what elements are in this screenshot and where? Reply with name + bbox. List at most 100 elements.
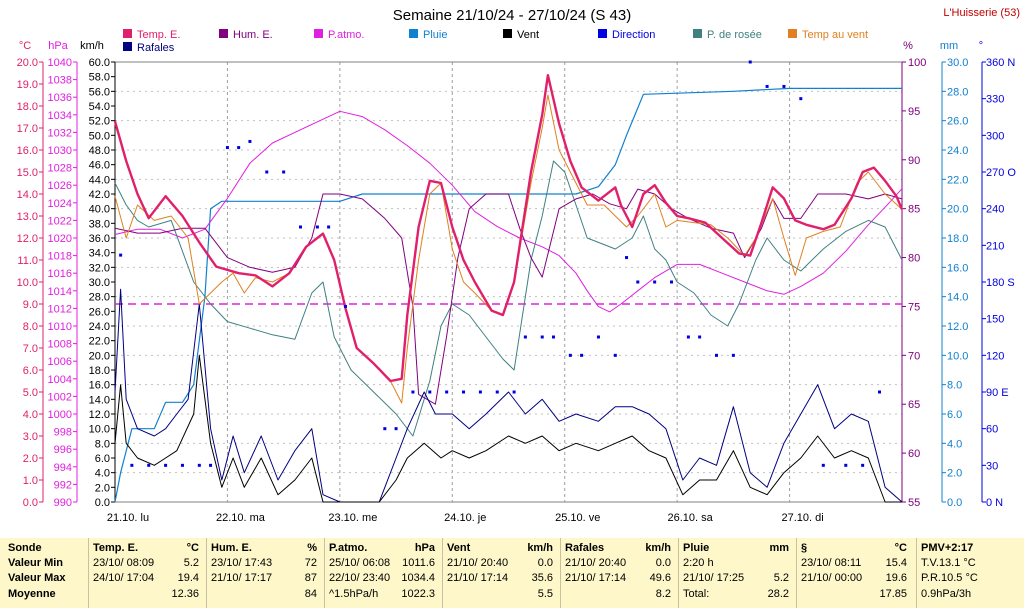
legend-label: Temp au vent — [802, 29, 868, 41]
stats-cell-date: 25/10/ 06:08 — [329, 557, 391, 569]
stats-column-name: Vent — [447, 542, 471, 554]
legend-label: Rafales — [137, 42, 175, 54]
series-point-direction — [164, 463, 168, 467]
wind-axis-label: 54.0 — [89, 101, 110, 113]
temp-axis-label: 0.0 — [23, 497, 38, 509]
direction-axis-label: 90 E — [986, 387, 1009, 399]
temp-axis-label: 1.0 — [23, 475, 38, 487]
series-point-direction — [327, 225, 331, 229]
wind-axis-label: 56.0 — [89, 86, 110, 98]
pressure-axis-label: 1036 — [48, 92, 72, 104]
legend-label: P. de rosée — [707, 29, 762, 41]
chart-title: Semaine 21/10/24 - 27/10/24 (S 43) — [393, 7, 632, 24]
pressure-axis-label: 1024 — [48, 198, 72, 210]
series-point-direction — [844, 463, 848, 467]
series-point-direction — [765, 84, 769, 88]
series-point-direction — [698, 335, 702, 339]
stats-cell-date: 21/10/ 17:14 — [565, 572, 627, 584]
series-line-p-atmo — [114, 110, 903, 313]
pressure-axis-label: 1030 — [48, 145, 72, 157]
series-point-direction — [625, 256, 629, 260]
stats-cell-value: 1034.4 — [401, 572, 435, 584]
axis-unit: ° — [979, 40, 983, 52]
stats-column-unit: km/h — [527, 542, 553, 554]
series-point-direction — [343, 304, 347, 308]
stats-column-name: Rafales — [565, 542, 605, 554]
stats-row-label: Valeur Min — [8, 557, 64, 569]
humidity-axis-label: 100 — [908, 57, 926, 69]
legend-swatch — [598, 29, 607, 38]
pressure-axis-label: 992 — [54, 479, 72, 491]
series-point-direction — [180, 463, 184, 467]
series-point-direction — [551, 335, 555, 339]
stats-column: Pluie mm 2:20 h 21/10/ 17:25 5.2 Total: 28.2 — [678, 538, 795, 608]
series-point-direction — [878, 390, 882, 394]
direction-axis-label: 210 — [986, 240, 1004, 252]
stats-cell-value: 28.2 — [767, 588, 789, 600]
wind-axis-label: 2.0 — [95, 482, 110, 494]
legend-swatch — [219, 29, 228, 38]
legend-swatch — [693, 29, 702, 38]
stats-cell-value: 19.6 — [885, 572, 907, 584]
direction-axis-label: 0 N — [986, 497, 1003, 509]
series-point-direction — [782, 84, 786, 88]
day-label: 25.10. ve — [555, 512, 600, 524]
humidity-axis-label: 60 — [908, 448, 920, 460]
stats-cell-date: 23/10/ 08:09 — [93, 557, 155, 569]
rain-axis-label: 22.0 — [947, 174, 968, 186]
series-point-direction — [686, 335, 690, 339]
series-point-direction — [748, 60, 752, 64]
direction-axis-label: 330 — [986, 94, 1004, 106]
temp-axis-label: 5.0 — [23, 387, 38, 399]
rain-axis-label: 28.0 — [947, 86, 968, 98]
series-point-direction — [512, 390, 516, 394]
humidity-axis-label: 90 — [908, 155, 920, 167]
wind-axis-label: 4.0 — [95, 468, 110, 480]
wind-axis-label: 28.0 — [89, 292, 110, 304]
pmv-title: PMV+2:17 — [921, 542, 974, 554]
direction-axis-label: 120 — [986, 350, 1004, 362]
wind-axis-label: 20.0 — [89, 350, 110, 362]
rain-axis-label: 0.0 — [947, 497, 962, 509]
stats-cell-value: 5.5 — [537, 588, 553, 600]
direction-axis-label: 240 — [986, 204, 1004, 216]
series-point-direction — [299, 225, 303, 229]
stats-cell-value: 0.0 — [655, 557, 671, 569]
direction-axis-label: 150 — [986, 314, 1004, 326]
axis-unit: % — [903, 40, 913, 52]
stats-cell-date: ^1.5hPa/h — [329, 588, 379, 600]
chart-axes: 0.0 1.0 2.0 3.0 4.0 5.0 6.0 7.0 8.0 9.0 10.0 11.0 12… — [17, 57, 1017, 509]
chart-legend: Temp. E. Hum. E. P.atmo. Pluie Vent Direction… — [123, 29, 868, 54]
temp-axis-label: 12.0 — [17, 233, 38, 245]
stats-column: P.atmo. hPa 25/10/ 06:08 1011.6 22/10/ 23:40… — [324, 538, 441, 608]
temp-axis-label: 16.0 — [17, 145, 38, 157]
stats-cell-value: 49.6 — [649, 572, 671, 584]
wind-axis-label: 18.0 — [89, 365, 110, 377]
temp-axis-label: 14.0 — [17, 189, 38, 201]
series-point-direction — [799, 97, 803, 101]
legend-swatch — [123, 42, 132, 51]
pressure-axis-label: 1026 — [48, 180, 72, 192]
legend-swatch — [788, 29, 797, 38]
series-point-direction — [568, 353, 572, 357]
series-point-direction — [670, 280, 674, 284]
stats-column-unit: % — [307, 542, 317, 554]
axis-units: °C hPa km/h% mm ° — [19, 40, 983, 52]
series-point-direction — [653, 280, 657, 284]
series-point-direction — [861, 463, 865, 467]
humidity-axis-label: 80 — [908, 253, 920, 265]
stats-cell-value: 15.4 — [885, 557, 907, 569]
legend-label: Temp. E. — [137, 29, 180, 41]
stats-cell-date: 21/10/ 20:40 — [447, 557, 509, 569]
axis-unit: °C — [19, 40, 31, 52]
temp-axis-label: 2.0 — [23, 453, 38, 465]
wind-axis-label: 16.0 — [89, 380, 110, 392]
series-point-direction — [265, 170, 269, 174]
series-line-p-de-ros-e — [114, 160, 903, 437]
pressure-axis-label: 1016 — [48, 268, 72, 280]
temp-axis-label: 11.0 — [17, 255, 38, 267]
wind-axis-label: 48.0 — [89, 145, 110, 157]
series-point-direction — [540, 335, 544, 339]
wind-axis-label: 44.0 — [89, 174, 110, 186]
legend-swatch — [314, 29, 323, 38]
